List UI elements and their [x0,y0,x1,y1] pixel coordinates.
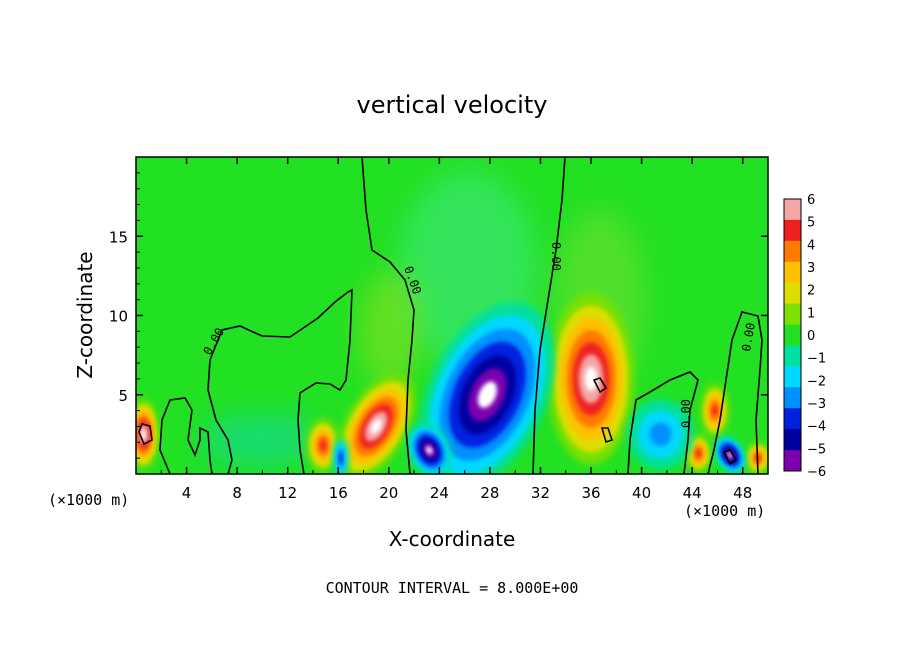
colorbar-label: 5 [807,216,815,231]
colorbar-swatch [784,366,801,388]
zero-contour-left [159,397,213,474]
y-axis-label: Z-coordinate [73,251,97,378]
colorbar-swatch [784,387,801,409]
x-tick-label: 8 [232,484,242,502]
broad-updraft-halo [360,270,420,390]
x-tick-label: 44 [683,484,702,502]
colorbar-swatch [784,408,801,430]
updraft-cell [548,293,635,465]
colorbar-swatch [784,219,801,242]
downdraft-level [426,446,433,455]
colorbar-swatch [784,199,801,221]
contour-label: 0.00 [679,399,693,428]
x-tick-label: 28 [480,484,499,502]
colorbar-label: −5 [807,442,826,457]
zero-contour-downdraft-right [532,157,566,474]
updraft-level [141,429,146,440]
colorbar-swatch [784,303,801,326]
colorbar-label: 0 [807,329,815,344]
downdraft-level [338,452,343,464]
updraft-level [319,440,327,451]
colorbar-label: −1 [807,352,826,367]
x-tick-label: 40 [632,484,651,502]
zero-contour-mid [361,157,415,474]
y-tick-label: 15 [109,228,128,246]
colorbar-swatch [784,324,801,346]
x-unit-left: (×1000 m) [48,491,129,509]
updraft-level [584,366,598,392]
x-axis-label: X-coordinate [389,527,516,551]
colorbar-label: 2 [807,284,815,299]
colorbar-swatch [784,240,801,263]
updraft-level [712,405,718,416]
colorbar-label: 4 [807,238,815,253]
downdraft-level [477,381,497,408]
x-tick-label: 36 [581,484,600,502]
chart-title: vertical velocity [357,91,548,119]
updraft-cell [306,418,340,473]
colorbar-swatch [784,429,801,451]
x-tick-label: 20 [379,484,398,502]
colorbar: 6 5 4 3 2 1 0 −1 −2 −3 −4 −5 −6 [783,193,826,480]
colorbar-label: 3 [807,261,815,276]
x-tick-label: 24 [430,484,449,502]
contour-label: 0.00 [549,242,563,271]
contour-interval-note: CONTOUR INTERVAL = 8.000E+00 [326,579,579,597]
inner-contour-loop [722,449,738,466]
y-tick-label: 10 [109,308,128,326]
colorbar-label: −2 [807,374,826,389]
contour-label: 0.00 [739,322,758,353]
downdraft-level [727,452,733,458]
colorbar-label: −3 [807,397,826,412]
colorbar-label: −6 [807,465,826,480]
y-tick-label: 5 [118,387,128,405]
colorbar-swatch [784,450,801,472]
colorbar-swatch [784,261,801,284]
y-axis: 5 10 15 [109,172,768,459]
updraft-cell [136,399,159,470]
colorbar-frame [783,198,802,472]
downdraft-level [649,422,672,446]
downdraft-cell [333,437,349,474]
colorbar-label: −4 [807,420,826,435]
x-tick-label: 4 [182,484,192,502]
x-tick-label: 12 [278,484,297,502]
zero-contour-outline [207,288,353,474]
inner-contour-loop [138,423,153,446]
x-tick-label: 16 [329,484,348,502]
colorbar-label: 6 [807,193,815,208]
updraft-cell [337,374,415,474]
downdraft-cell [420,302,555,474]
x-tick-label: 48 [733,484,752,502]
zero-contour-far-right [707,311,763,474]
inner-contour-loop [600,427,614,444]
updraft-level [370,419,382,434]
colorbar-label: 1 [807,306,815,321]
x-axis: 4 8 12 16 20 24 28 32 36 40 44 48 [160,157,752,502]
x-tick-label: 32 [531,484,550,502]
updraft-level [695,449,702,458]
downdraft-cell [627,399,694,470]
inner-contour-loop [592,377,608,394]
downdraft-cell [407,422,452,474]
colorbar-swatch [784,282,801,305]
zero-contour-right [627,371,699,474]
colorbar-swatch [784,345,801,367]
x-unit-right: (×1000 m) [684,502,765,520]
velocity-field [136,157,768,474]
zero-contours [138,157,763,474]
